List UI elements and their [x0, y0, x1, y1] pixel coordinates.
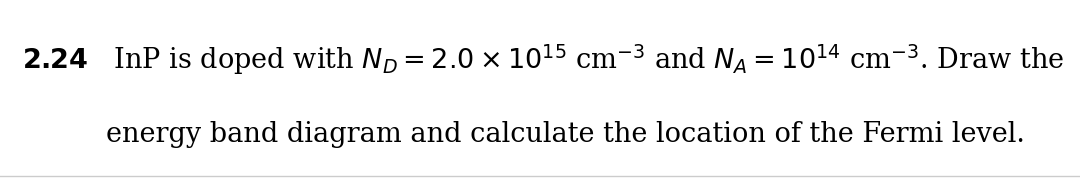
Text: $\mathbf{2.24}$   InP is doped with $N_D = 2.0 \times 10^{15}$ cm$^{-3}$ and $N_: $\mathbf{2.24}$ InP is doped with $N_D =…: [22, 43, 1064, 77]
Text: energy band diagram and calculate the location of the Fermi level.: energy band diagram and calculate the lo…: [106, 121, 1025, 148]
